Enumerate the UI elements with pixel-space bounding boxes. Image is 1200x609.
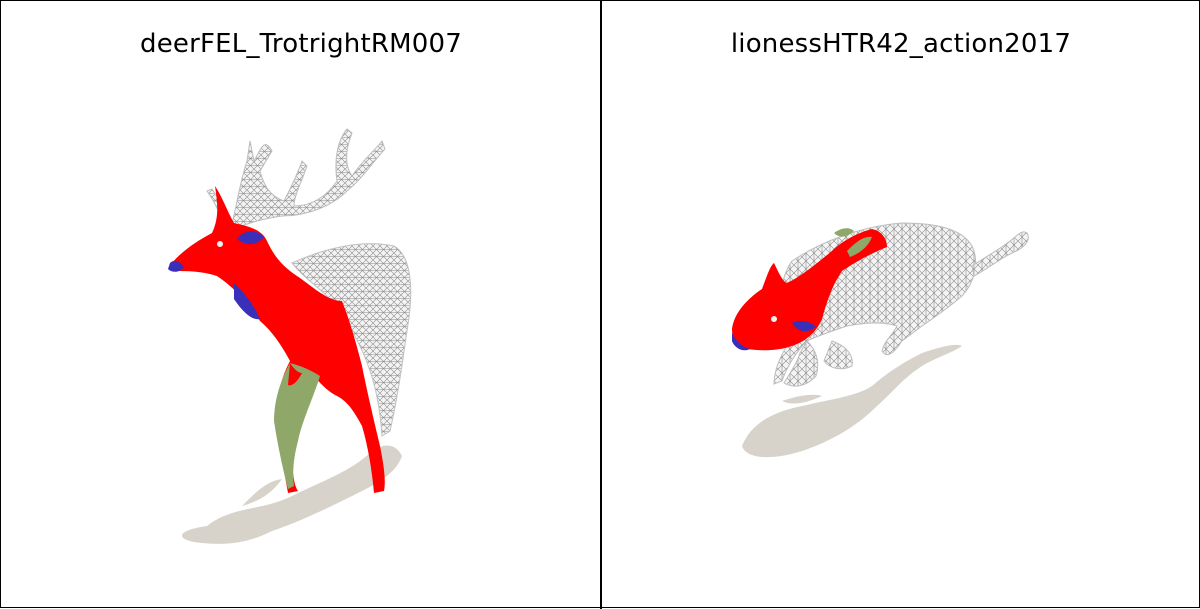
antler-mesh (229, 128, 386, 232)
deer-segment-blue (168, 231, 264, 320)
deer-eye (217, 241, 223, 247)
lioness-tail (971, 231, 1029, 277)
deer-body-red (172, 186, 385, 493)
deer-leg-red-stripe (288, 363, 302, 386)
lioness-front-leg (783, 340, 853, 387)
viewport-left[interactable]: deerFEL_TrotrightRM007 (2, 1, 600, 607)
ground-shadow (182, 445, 402, 544)
viewport-right[interactable]: lionessHTR42_action2017 (602, 1, 1200, 607)
deer-segment-green (274, 363, 320, 489)
lioness-eye (771, 316, 777, 322)
panel-divider (600, 1, 602, 609)
lioness-segment-blue (732, 320, 816, 351)
lioness-segment-green (834, 228, 872, 257)
lioness-render (732, 222, 1029, 458)
panel-title: lionessHTR42_action2017 (730, 29, 1072, 59)
lioness-head-red (732, 229, 887, 351)
deer-render (168, 128, 412, 544)
panel-title: deerFEL_TrotrightRM007 (140, 29, 462, 59)
ground-shadow (742, 344, 962, 458)
